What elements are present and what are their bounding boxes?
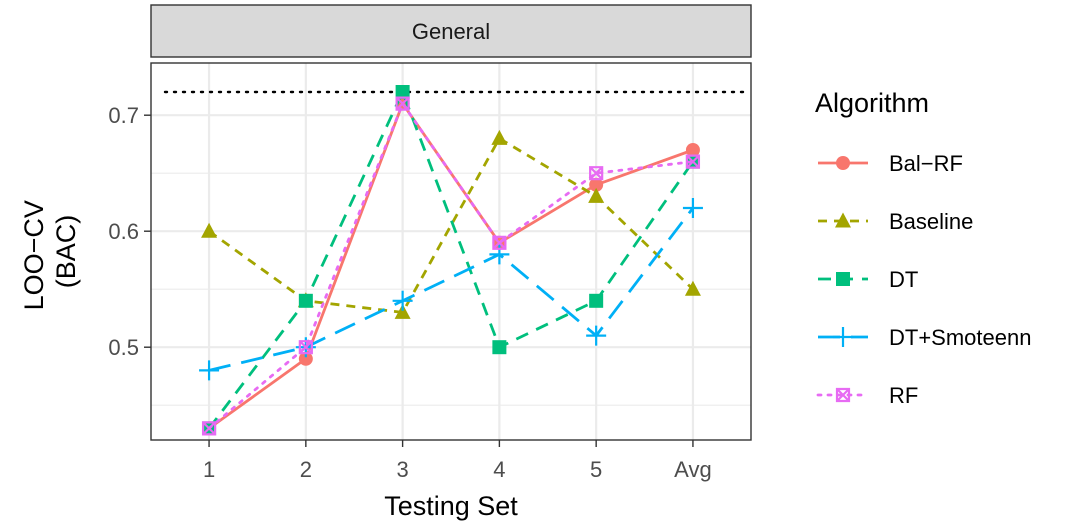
data-point	[589, 177, 604, 192]
data-point	[588, 187, 605, 203]
facet-strip: General	[150, 4, 752, 58]
y-axis: 0.5 0.6 0.7	[108, 103, 151, 360]
data-point	[201, 222, 218, 238]
x-tick-label: 5	[590, 457, 602, 482]
legend-item-3: DT+Smoteenn	[818, 325, 1031, 350]
legend-label: DT	[889, 267, 918, 292]
legend-item-1: Baseline	[818, 209, 973, 234]
data-point	[298, 351, 313, 366]
legend-item-2: DT	[818, 267, 918, 292]
x-axis-title: Testing Set	[384, 491, 518, 521]
legend-key-marker	[836, 156, 850, 170]
legend-item-4: RF	[816, 383, 918, 408]
series-line	[207, 90, 695, 430]
legend-label: Baseline	[889, 209, 973, 234]
legend-label: Bal−RF	[889, 151, 963, 176]
y-axis-title-line-1: LOO−CV	[19, 200, 49, 310]
data-point	[589, 166, 604, 181]
y-tick-label: 0.7	[108, 103, 139, 128]
x-axis: 1 2 3 4 5 Avg	[203, 440, 712, 482]
x-tick-label: 3	[396, 457, 408, 482]
legend-key-marker	[835, 212, 851, 228]
data-point	[492, 340, 507, 355]
legend-label: RF	[889, 383, 918, 408]
y-axis-title-line-2: (BAC)	[51, 215, 81, 289]
x-tick-label: 2	[300, 457, 312, 482]
data-point	[395, 85, 410, 99]
data-point	[201, 421, 217, 436]
data-point	[394, 303, 411, 319]
data-point	[685, 154, 701, 169]
series-4	[201, 96, 701, 436]
data-point	[199, 360, 220, 381]
legend-item-0: Bal−RF	[818, 151, 963, 176]
series-layer	[199, 85, 703, 436]
data-point	[298, 340, 313, 355]
legend-title: Algorithm	[815, 88, 929, 118]
data-point	[684, 280, 701, 296]
data-point	[682, 198, 703, 218]
facet-label: General	[412, 19, 490, 44]
data-point	[492, 235, 507, 250]
plot-panel-border	[150, 62, 752, 441]
legend-label: DT+Smoteenn	[889, 325, 1031, 350]
legend-key-marker	[833, 327, 853, 347]
series-line	[208, 207, 695, 372]
legend-key-marker	[835, 387, 851, 403]
data-point	[586, 325, 607, 346]
data-point	[685, 143, 700, 157]
y-axis-title: LOO−CV (BAC)	[19, 193, 81, 311]
plot-panel	[150, 62, 752, 441]
data-point	[589, 293, 604, 308]
legend-key-marker	[836, 272, 850, 286]
major-gridlines	[151, 63, 751, 440]
legend: Algorithm Bal−RF Baseline DT DT+Smoteenn RF	[815, 88, 1031, 408]
data-point	[392, 290, 413, 311]
series-line	[207, 102, 695, 430]
x-tick-label: 1	[203, 457, 215, 482]
x-tick-label: 4	[493, 457, 505, 482]
y-tick-label: 0.6	[108, 219, 139, 244]
series-line	[208, 136, 694, 314]
y-tick-label: 0.5	[108, 335, 139, 360]
legend-items: Bal−RF Baseline DT DT+Smoteenn RF	[816, 151, 1031, 408]
plot-panel-background	[151, 63, 751, 440]
data-point	[298, 293, 313, 308]
facet-strip-background	[150, 4, 752, 58]
data-point	[491, 129, 508, 145]
data-point	[395, 96, 410, 111]
x-tick-label: Avg	[674, 457, 712, 482]
